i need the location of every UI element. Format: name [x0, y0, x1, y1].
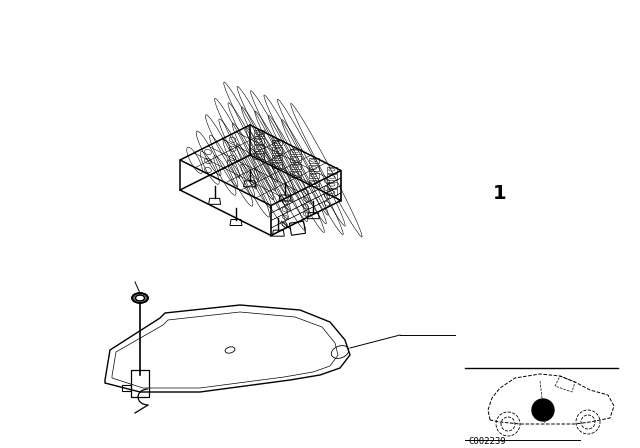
Ellipse shape: [132, 293, 148, 303]
Circle shape: [532, 399, 554, 421]
Ellipse shape: [136, 295, 145, 301]
Text: C002239: C002239: [468, 437, 506, 446]
Text: 1: 1: [493, 184, 507, 202]
